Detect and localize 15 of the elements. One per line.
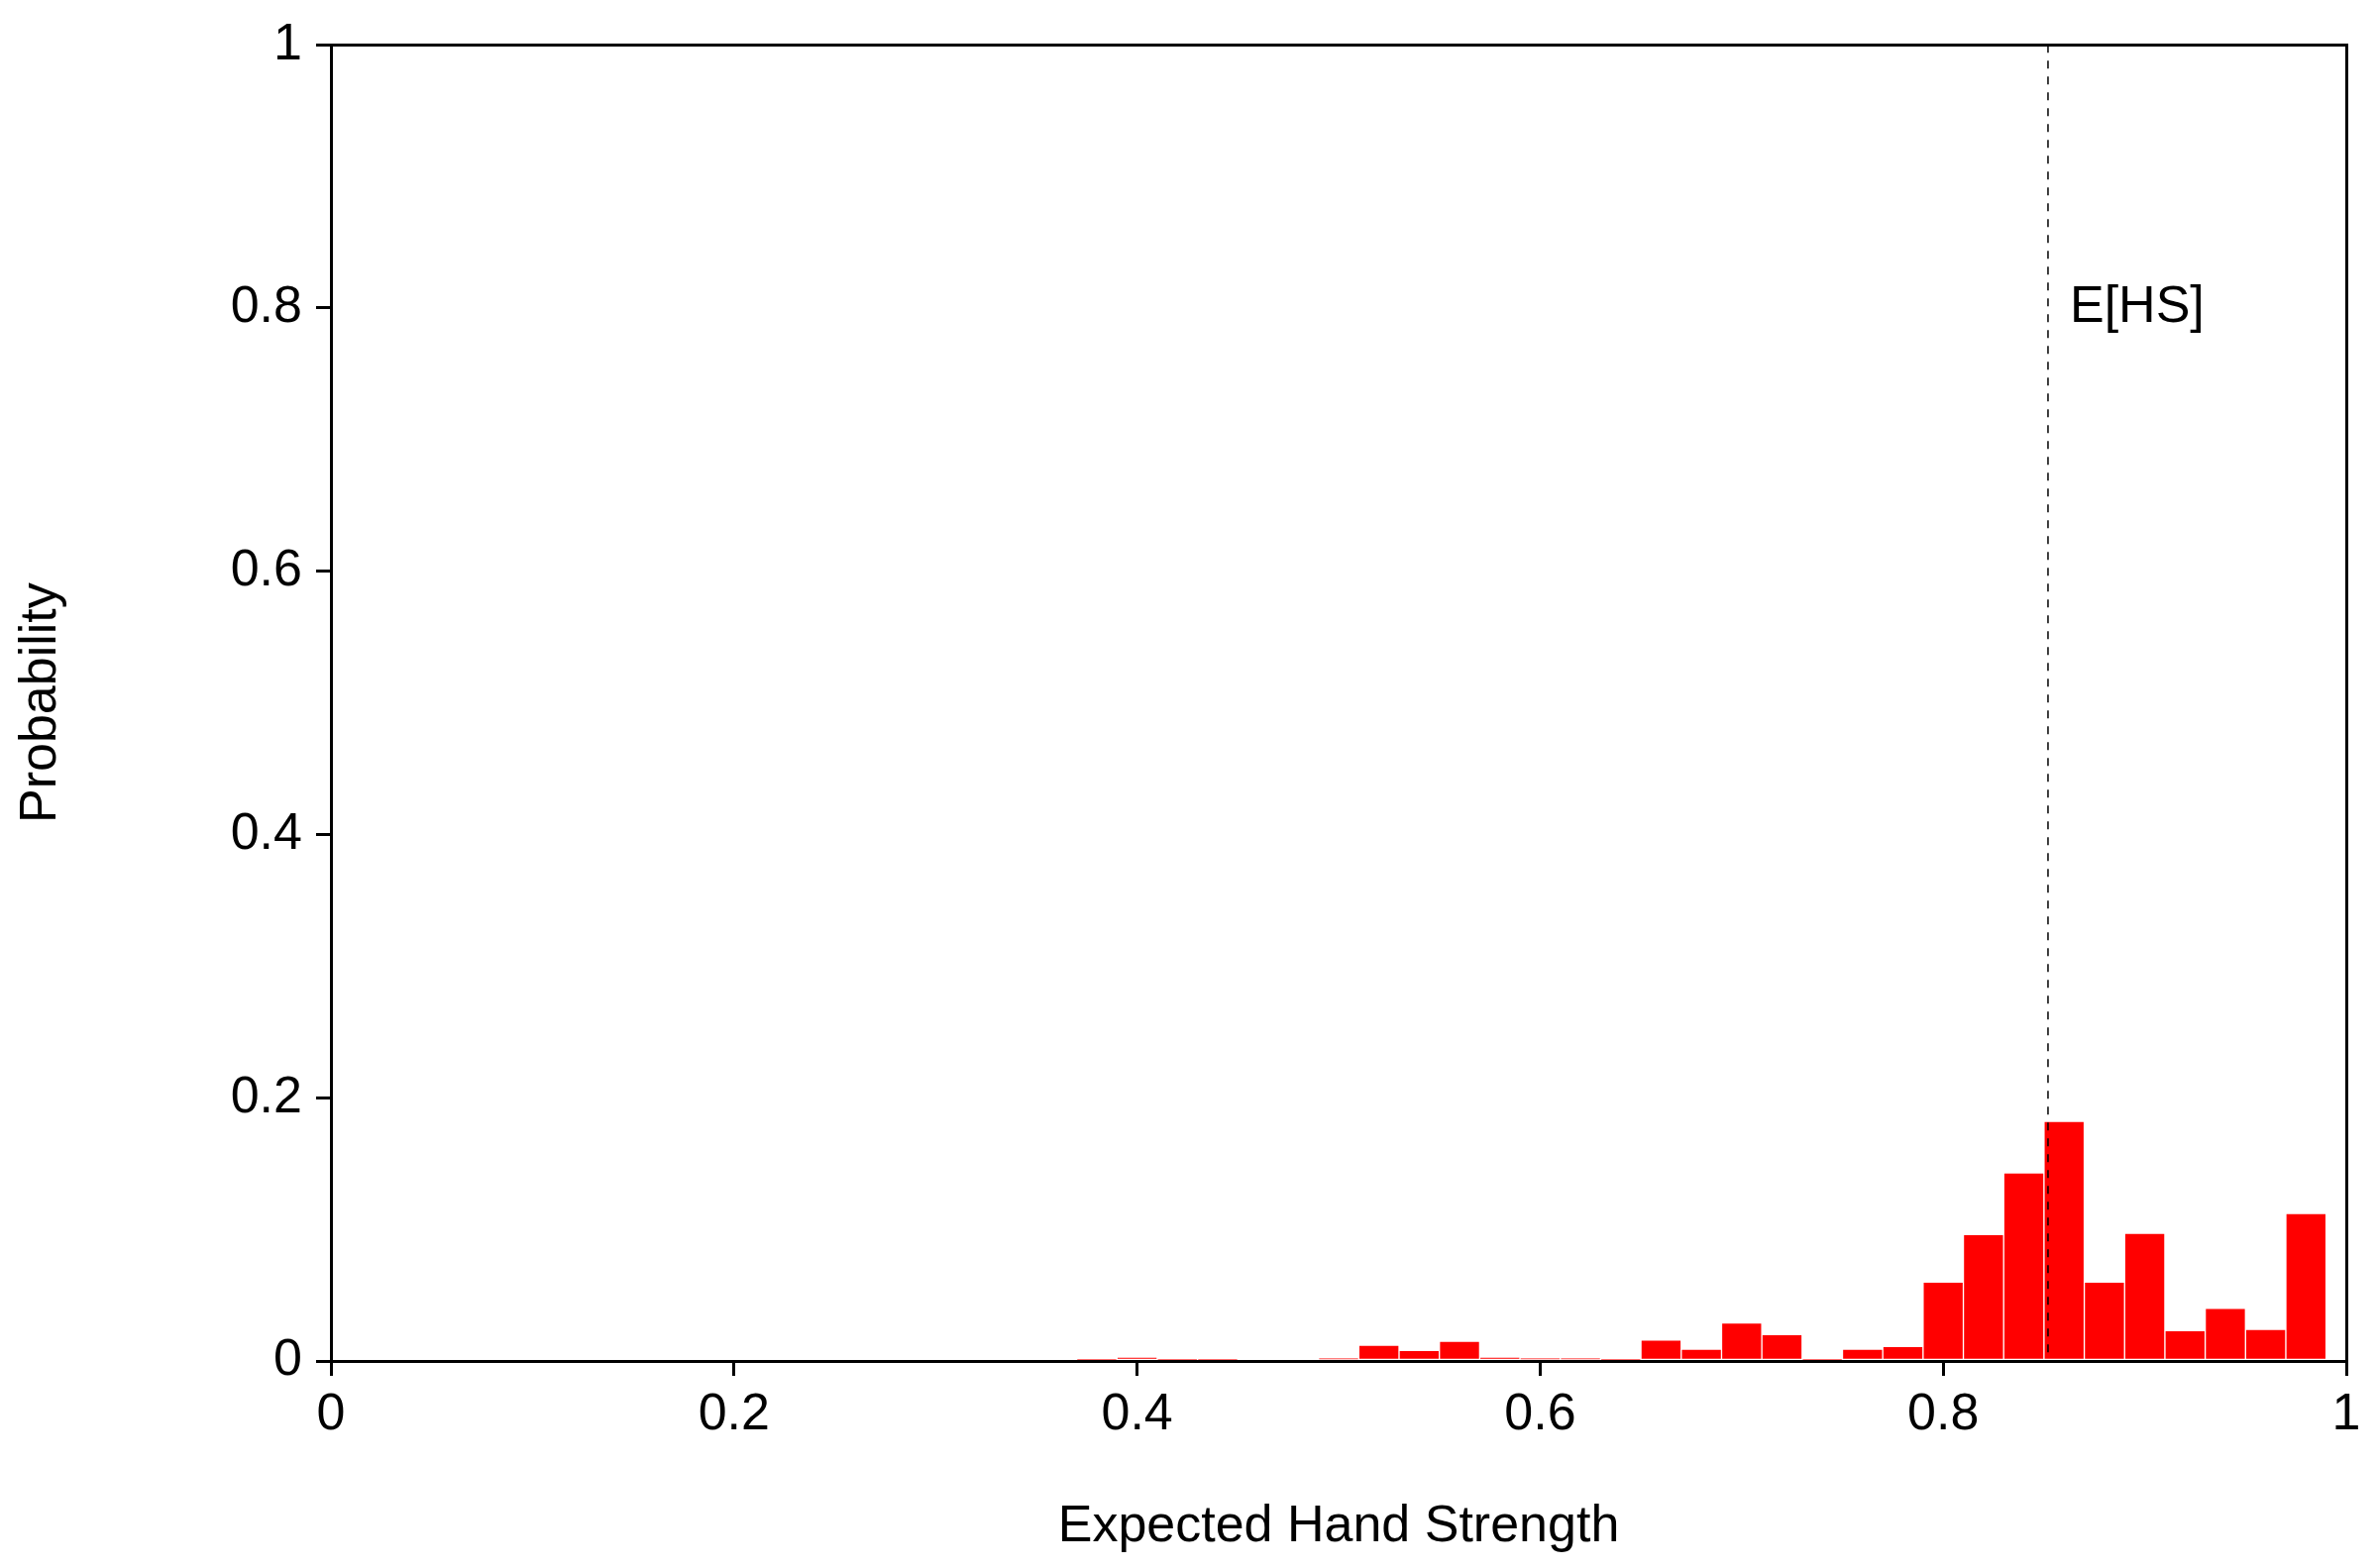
x-tick-label: 0 [316, 1382, 346, 1440]
x-tick-label: 0.2 [698, 1382, 770, 1440]
y-tick-label: 0.8 [230, 275, 302, 334]
x-tick-label: 0.8 [1907, 1382, 1980, 1440]
x-tick-label: 1 [2331, 1382, 2361, 1440]
y-tick-label: 0.6 [230, 539, 302, 597]
x-axis-title: Expected Hand Strength [1057, 1495, 1620, 1553]
y-axis-title: Probability [8, 582, 66, 823]
x-tick-label: 0.4 [1101, 1382, 1173, 1440]
y-tick-label: 0.2 [230, 1065, 302, 1123]
y-tick-label: 0 [273, 1328, 302, 1387]
y-tick-label: 1 [273, 12, 302, 70]
ref-line-label: E[HS] [2069, 275, 2205, 334]
y-tick-label: 0.4 [230, 801, 302, 860]
x-tick-label: 0.6 [1504, 1382, 1576, 1440]
